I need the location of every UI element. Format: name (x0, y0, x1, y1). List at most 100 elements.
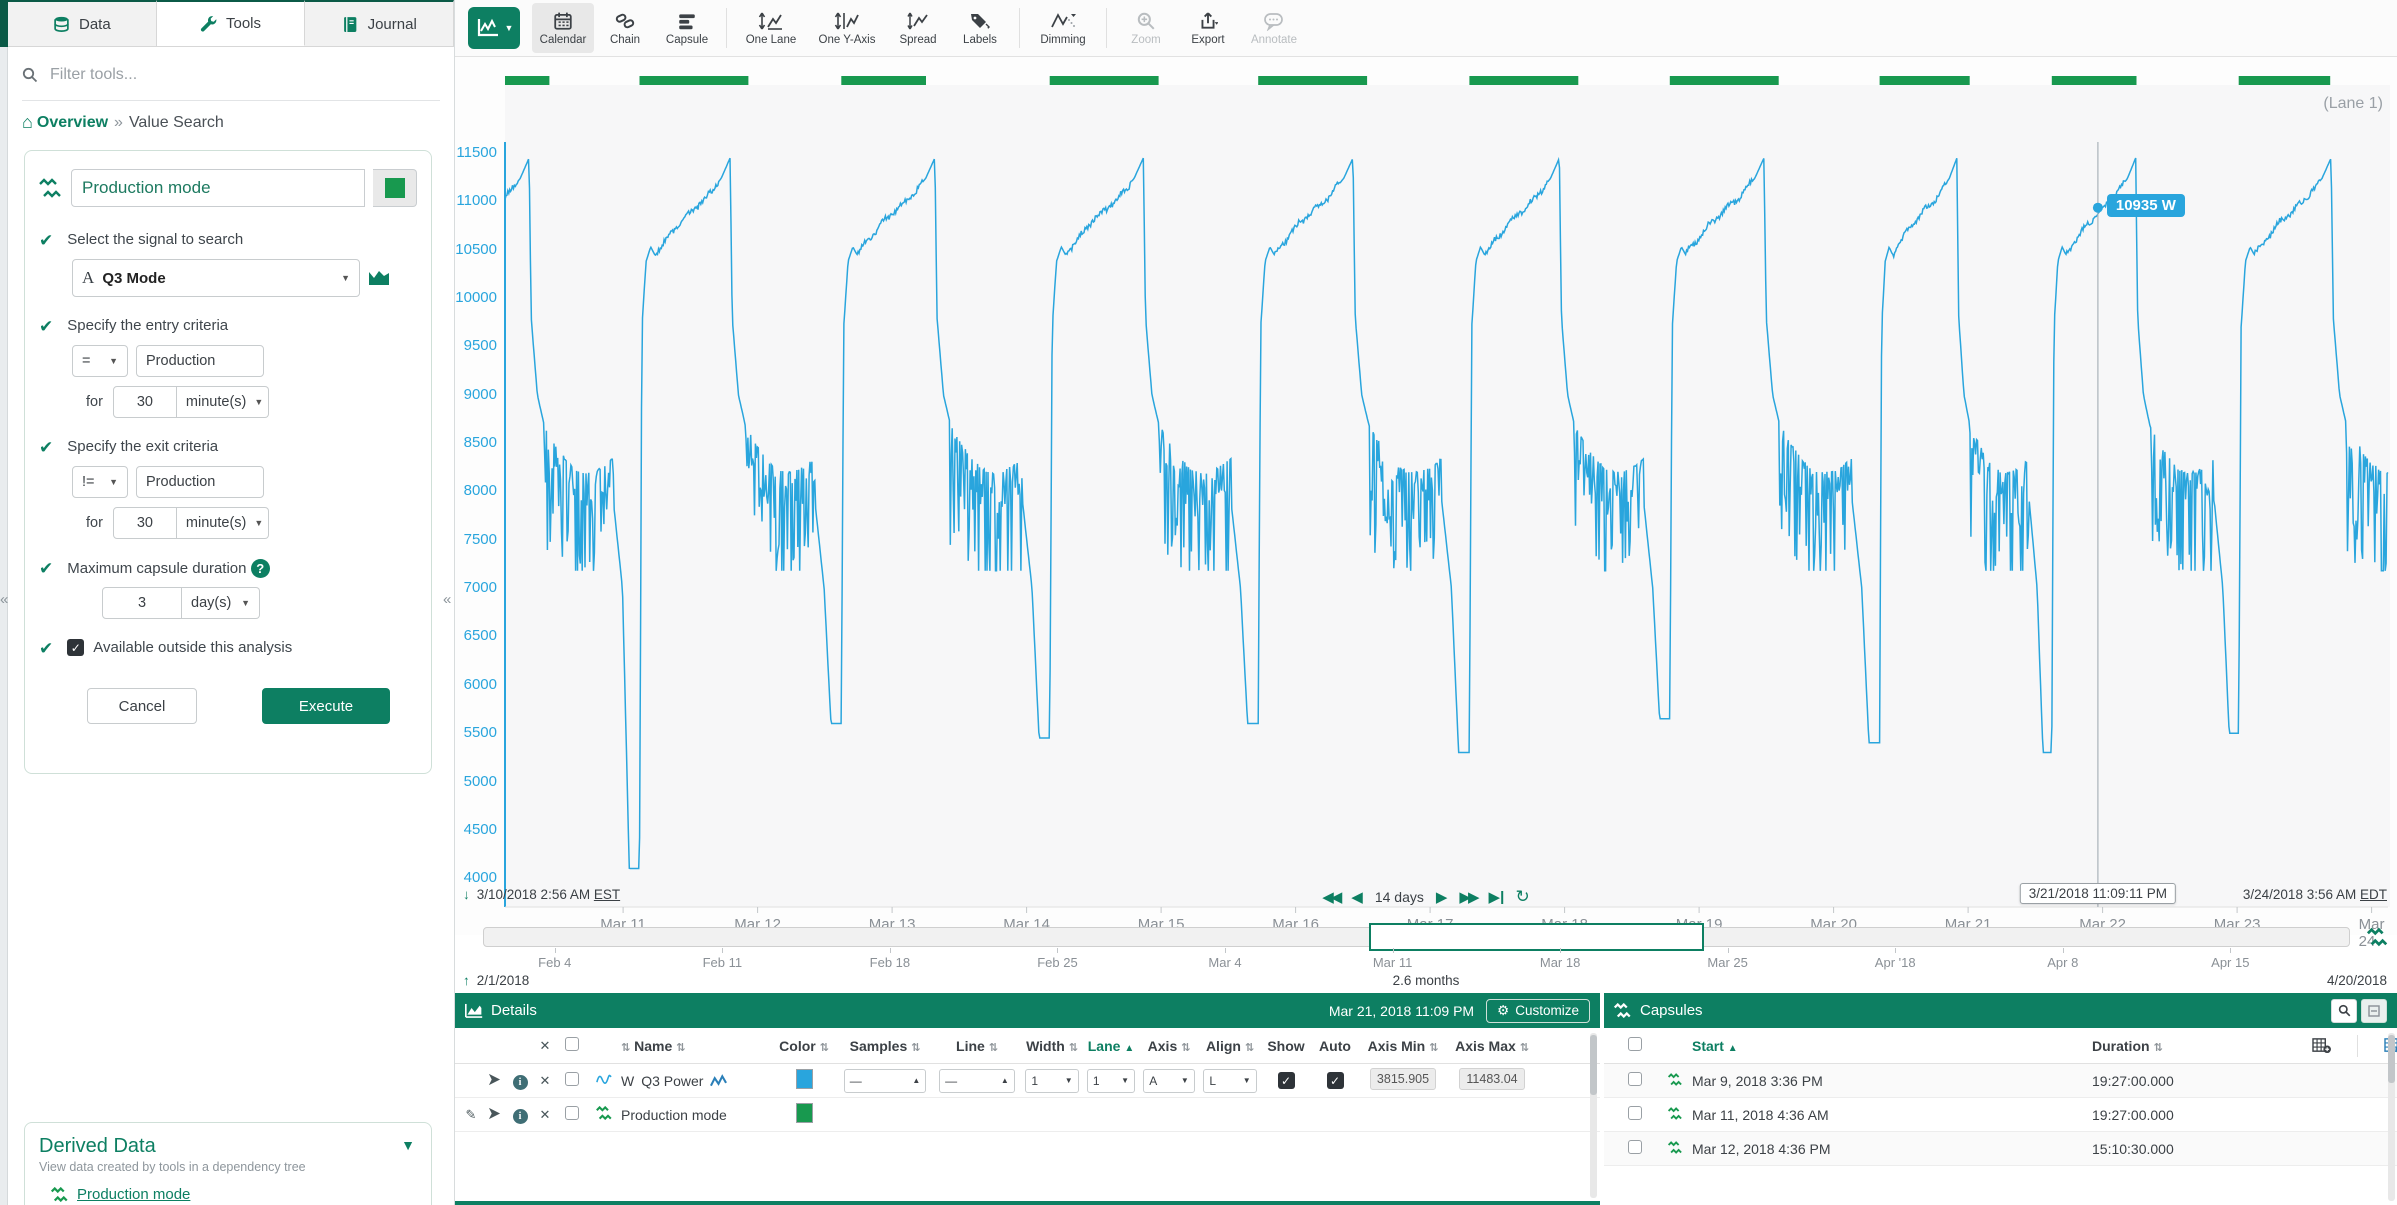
cancel-button[interactable]: Cancel (87, 688, 197, 724)
condition-name-input[interactable] (71, 169, 365, 207)
timeline-selection[interactable] (1368, 923, 1704, 951)
sort-icon[interactable]: ⇅ (2153, 1041, 2163, 1054)
sort-asc-icon[interactable]: ▲ (1727, 1042, 1738, 1054)
derived-data-item[interactable]: Production mode (51, 1186, 417, 1203)
exit-duration-unit-select[interactable]: minute(s) ▼ (176, 507, 269, 539)
row-checkbox[interactable] (1628, 1140, 1642, 1154)
capsule-bar[interactable] (2238, 76, 2331, 85)
entry-operator-select[interactable]: = ▼ (72, 345, 128, 377)
execute-button[interactable]: Execute (262, 688, 390, 724)
customize-button[interactable]: ⚙ Customize (1486, 998, 1590, 1023)
entry-value-input[interactable] (136, 345, 264, 377)
tab-data[interactable]: Data (8, 0, 157, 46)
view-mode-button[interactable]: ▼ (468, 7, 520, 49)
range-start-arrow-icon[interactable]: ↓ (463, 887, 470, 902)
row-checkbox[interactable] (1628, 1072, 1642, 1086)
samples-style-select[interactable]: — ▲ (843, 1068, 927, 1093)
capsule-row[interactable]: Mar 9, 2018 3:36 PM 19:27:00.000 (1604, 1064, 2397, 1098)
line-style-select[interactable]: — ▲ (939, 1068, 1015, 1093)
sort-icon[interactable]: ⇅ (1068, 1041, 1078, 1054)
send-to-icon[interactable] (488, 1107, 501, 1120)
toolbar-calendar[interactable]: Calendar (532, 3, 594, 53)
max-duration-unit-select[interactable]: day(s) ▼ (182, 587, 260, 619)
details-row-condition[interactable]: ✎ i ✕ Production mode (455, 1098, 1600, 1132)
sort-icon[interactable]: ⇅ (621, 1041, 631, 1054)
toolbar-chain[interactable]: Chain (594, 3, 656, 53)
align-select[interactable]: L ▼ (1203, 1068, 1257, 1093)
preview-trend-icon[interactable] (368, 269, 390, 287)
timeline-start-arrow-icon[interactable]: ↑ (463, 973, 470, 988)
timeline-start-date[interactable]: 2/1/2018 (476, 973, 530, 988)
capsule-row[interactable]: Mar 12, 2018 4:36 PM 15:10:30.000 (1604, 1132, 2397, 1166)
edit-icon[interactable]: ✎ (465, 1106, 477, 1122)
capsule-bar[interactable] (1469, 76, 1579, 85)
capsule-row[interactable]: Mar 11, 2018 4:36 AM 19:27:00.000 (1604, 1098, 2397, 1132)
filter-tools-input[interactable] (48, 65, 408, 85)
signal-trace[interactable] (504, 156, 2389, 870)
toolbar-capsule[interactable]: Capsule (656, 3, 718, 53)
refresh-icon[interactable]: ↻ (1515, 887, 1530, 906)
sort-asc-icon[interactable]: ▲ (1124, 1042, 1135, 1054)
step-forward-fast-icon[interactable]: ▶▶ (1459, 889, 1479, 906)
range-end[interactable]: 3/24/2018 3:56 AM EDT (2242, 887, 2387, 902)
derived-data-item-link[interactable]: Production mode (77, 1186, 191, 1203)
tab-tools[interactable]: Tools (156, 0, 306, 46)
details-scrollbar[interactable] (1590, 1033, 1597, 1198)
info-icon[interactable]: i (512, 1108, 528, 1124)
sort-icon[interactable]: ⇅ (1181, 1041, 1191, 1054)
sort-icon[interactable]: ⇅ (1429, 1041, 1439, 1054)
toolbar-dimming[interactable]: Dimming (1028, 3, 1098, 53)
sort-icon[interactable]: ⇅ (1244, 1041, 1255, 1054)
condition-color-swatch[interactable] (795, 1103, 813, 1123)
sort-icon[interactable]: ⇅ (676, 1041, 686, 1054)
range-end-tz[interactable]: EDT (2360, 887, 2387, 902)
sort-icon[interactable]: ⇅ (988, 1041, 998, 1054)
exit-duration-input[interactable] (112, 507, 177, 539)
auto-checkbox[interactable]: ✓ (1326, 1072, 1344, 1090)
tab-journal[interactable]: Journal (305, 0, 455, 46)
show-checkbox[interactable]: ✓ (1277, 1072, 1295, 1090)
trend-chart[interactable]: (Lane 1) 10935 W 3/21/2018 11:09:11 PM 1… (455, 57, 2397, 950)
remove-icon[interactable]: ✕ (539, 1106, 551, 1122)
exit-operator-select[interactable]: != ▼ (72, 466, 128, 498)
range-start[interactable]: 3/10/2018 2:56 AM EST (476, 887, 621, 902)
add-column-icon[interactable] (2312, 1037, 2331, 1054)
capsules-search-button[interactable] (2331, 998, 2357, 1023)
capsule-bar[interactable] (1258, 76, 1368, 85)
color-swatch-button[interactable] (373, 169, 417, 207)
available-outside-checkbox[interactable]: ✓ (67, 639, 85, 656)
timeline-capsule-icon[interactable] (2367, 927, 2389, 947)
row-checkbox[interactable] (565, 1106, 579, 1120)
capsule-bar[interactable] (2051, 76, 2137, 85)
step-back-fast-icon[interactable]: ◀◀ (1322, 889, 1342, 906)
send-to-icon[interactable] (488, 1073, 501, 1086)
entry-duration-unit-select[interactable]: minute(s) ▼ (176, 386, 269, 418)
capsule-bar[interactable] (1049, 76, 1159, 85)
help-icon[interactable]: ? (250, 559, 270, 578)
toolbar-spread[interactable]: Spread (887, 3, 949, 53)
capsule-bar[interactable] (505, 76, 550, 85)
max-duration-input[interactable] (102, 587, 182, 619)
axis-max-value[interactable]: 11483.04 (1459, 1068, 1525, 1090)
capsule-bar[interactable] (1879, 76, 1970, 85)
sort-icon[interactable]: ⇅ (911, 1041, 921, 1054)
toolbar-one-y-axis[interactable]: One Y-Axis (807, 3, 887, 53)
collapse-left-strip-handle[interactable]: « (0, 591, 9, 608)
step-back-icon[interactable]: ◀ (1351, 889, 1363, 906)
remove-icon[interactable]: ✕ (539, 1072, 551, 1088)
collapse-sidebar-handle[interactable]: « (443, 591, 452, 608)
select-all-checkbox[interactable] (565, 1037, 579, 1051)
details-row-signal[interactable]: i ✕ W Q3 Power — ▲ — ▲ 1 ▼ 1 ▼ A ▼ L ▼ ✓ ✓ 3815… (455, 1064, 1600, 1098)
capsule-bar[interactable] (841, 76, 926, 85)
lane-select[interactable]: 1 ▼ (1086, 1068, 1136, 1093)
toolbar-one-lane[interactable]: One Lane (735, 3, 807, 53)
capsules-scrollbar[interactable] (2388, 1033, 2395, 1201)
range-duration[interactable]: 14 days (1374, 889, 1424, 905)
signal-select[interactable]: A Q3 Mode ▼ (72, 259, 360, 297)
info-icon[interactable]: i (512, 1074, 528, 1090)
sort-icon[interactable]: ⇅ (819, 1041, 829, 1054)
capsules-collapse-button[interactable] (2361, 998, 2387, 1023)
exit-value-input[interactable] (136, 466, 264, 498)
axis-select[interactable]: A ▼ (1143, 1068, 1195, 1093)
line-width-select[interactable]: 1 ▼ (1025, 1068, 1079, 1093)
